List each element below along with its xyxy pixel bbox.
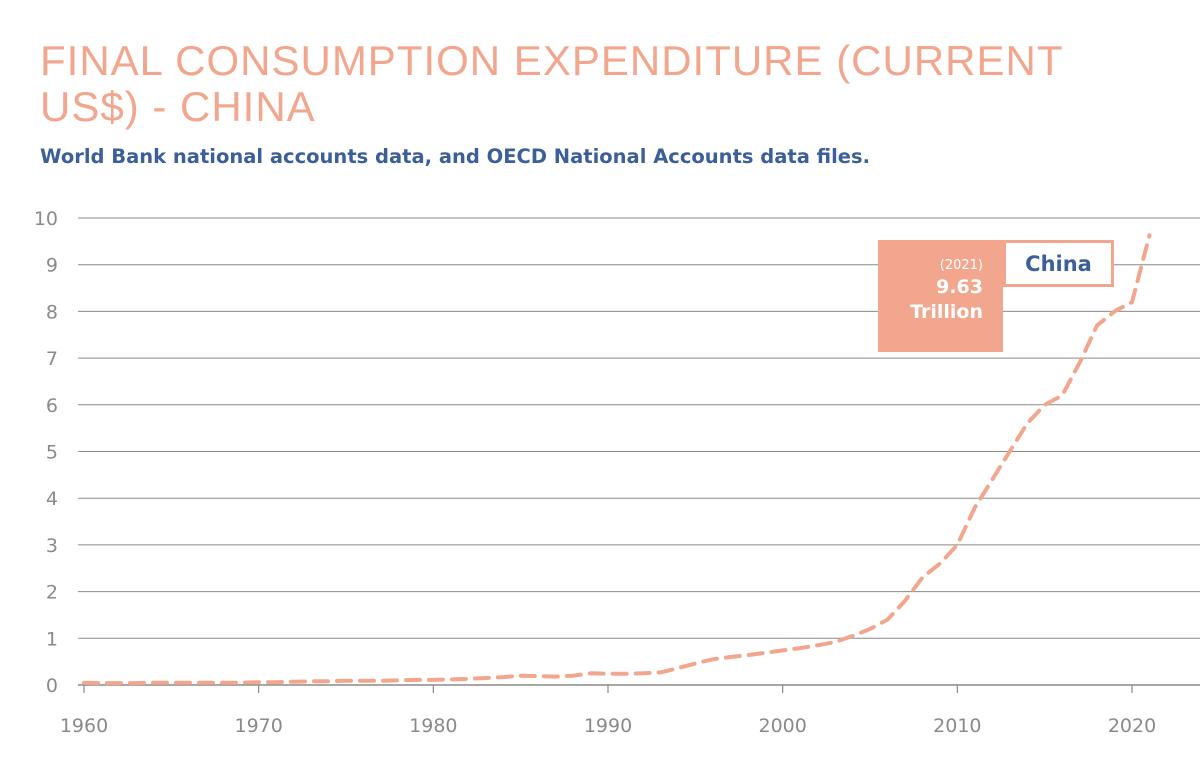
x-tick-label-2020: 2020 [1108, 715, 1156, 737]
chart-title: FINAL CONSUMPTION EXPENDITURE (CURRENT U… [40, 37, 1063, 130]
y-tick-label-8: 8 [46, 301, 58, 323]
y-tick-label-7: 7 [46, 348, 58, 370]
y-tick-label-0: 0 [46, 675, 58, 697]
chart-subtitle: World Bank national accounts data, and O… [40, 145, 871, 168]
x-tick-label-1960: 1960 [60, 715, 108, 737]
value-callout: (2021) 9.63 Trillion [878, 240, 1003, 352]
x-tick-label-1990: 1990 [584, 715, 632, 737]
y-tick-label-5: 5 [46, 442, 58, 464]
series-label-china: China [1003, 240, 1114, 287]
gridlines [78, 217, 1200, 686]
y-tick-label-6: 6 [46, 395, 58, 417]
x-tick-label-2010: 2010 [933, 715, 981, 737]
callout-unit: Trillion [910, 301, 983, 323]
y-tick-label-10: 10 [34, 208, 58, 230]
y-tick-label-2: 2 [46, 582, 58, 604]
callout-value: 9.63 [936, 276, 983, 298]
x-tick-label-2000: 2000 [758, 715, 806, 737]
y-tick-label-3: 3 [46, 535, 58, 557]
x-axis-ticks: 1960 1970 1980 1990 2000 2010 2020 [60, 685, 1156, 737]
y-tick-label-9: 9 [46, 255, 58, 277]
x-tick-label-1980: 1980 [409, 715, 457, 737]
y-tick-label-1: 1 [46, 628, 58, 650]
y-axis-ticks: 0 1 2 3 4 5 6 7 8 9 10 [34, 208, 58, 697]
x-tick-label-1970: 1970 [234, 715, 282, 737]
callout-year: (2021) [939, 258, 983, 273]
series-layer [82, 233, 1152, 686]
y-tick-label-4: 4 [46, 488, 58, 510]
series-line-china [82, 233, 1152, 686]
